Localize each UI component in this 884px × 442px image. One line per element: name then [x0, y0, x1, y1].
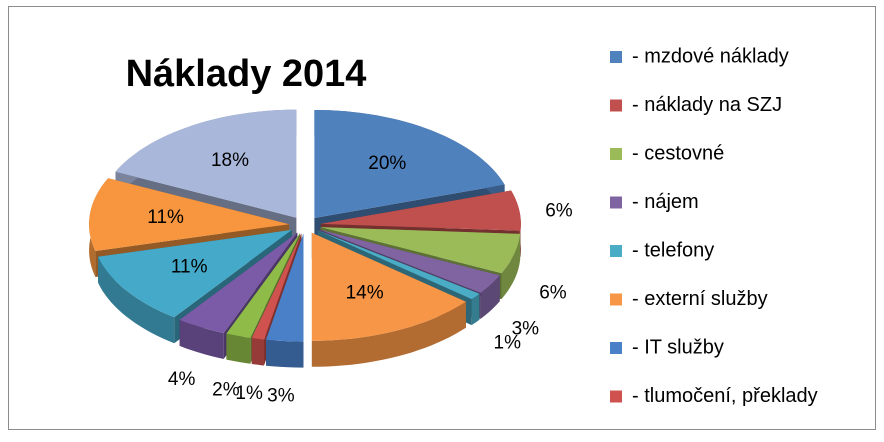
legend-label: - IT služby	[632, 336, 724, 358]
slice	[89, 178, 290, 251]
data-label: 3%	[512, 318, 540, 339]
slice	[314, 110, 505, 218]
legend-label: - náklady na SZJ	[632, 94, 782, 116]
legend-label: - cestovné	[632, 142, 724, 164]
legend-swatch	[610, 99, 622, 112]
data-label: 2%	[212, 379, 240, 400]
data-label: 1%	[494, 333, 522, 354]
data-label: 11%	[171, 257, 208, 278]
slice	[318, 229, 500, 293]
slice	[251, 233, 302, 340]
slice-wall	[471, 293, 480, 326]
legend-swatch	[610, 293, 622, 306]
slice-wall	[266, 339, 304, 368]
legend-label: - tlumočení, překlady	[632, 385, 818, 407]
data-label: 6%	[539, 282, 567, 303]
legend-label: - externí služby	[632, 288, 768, 310]
legend-swatch	[610, 196, 622, 209]
legend-swatch	[610, 390, 622, 403]
slice-wall	[480, 275, 500, 319]
data-label: 11%	[147, 207, 184, 228]
slice-wall	[501, 233, 521, 300]
data-label: 20%	[368, 153, 406, 174]
slice-wall	[311, 301, 466, 367]
slice	[311, 232, 466, 341]
slice	[266, 233, 304, 342]
slice	[320, 190, 521, 231]
data-label: 18%	[211, 150, 249, 171]
slice	[317, 230, 480, 300]
slice-wall	[226, 333, 251, 364]
slice	[179, 232, 298, 333]
slice-wall	[251, 338, 264, 366]
slice	[266, 233, 304, 368]
chart-title: Náklady 2014	[126, 53, 367, 95]
legend-swatch	[610, 51, 622, 63]
legend-swatch	[610, 342, 622, 354]
legend-swatch	[610, 245, 622, 257]
slice	[98, 229, 292, 318]
data-label: 6%	[545, 201, 573, 222]
slice	[226, 233, 301, 338]
data-label: 3%	[267, 386, 295, 407]
slice	[311, 232, 466, 367]
legend-label: - telefony	[632, 239, 714, 261]
legend-label: - mzdové náklady	[632, 45, 789, 67]
slice-wall	[179, 319, 224, 359]
slice	[115, 109, 297, 218]
legend-swatch	[610, 148, 622, 160]
data-label: 14%	[346, 282, 384, 303]
slice	[320, 227, 521, 274]
data-label: 1%	[235, 383, 263, 404]
legend-label: - nájem	[632, 191, 699, 213]
data-label: 4%	[168, 369, 196, 390]
slice-wall	[98, 256, 175, 344]
